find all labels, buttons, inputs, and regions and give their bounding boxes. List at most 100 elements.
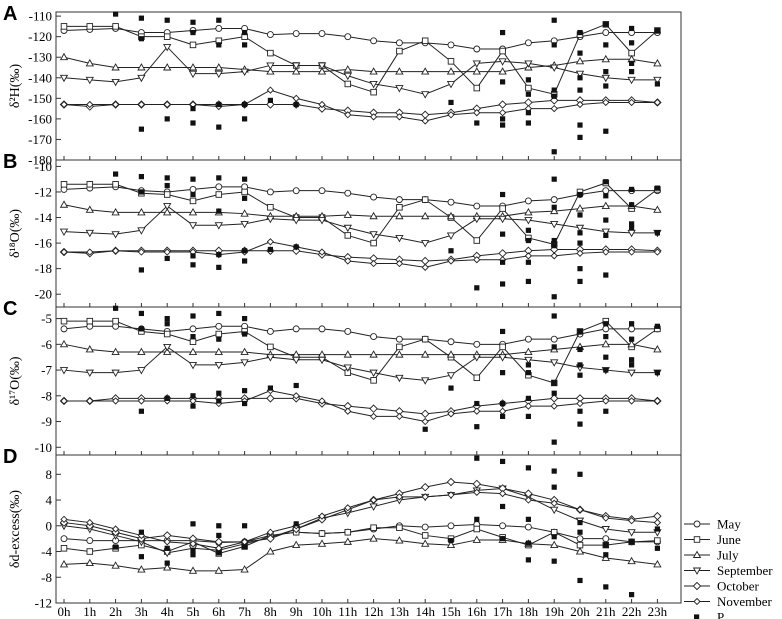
data-point	[601, 201, 610, 209]
p-point	[654, 81, 660, 87]
data-point	[472, 67, 481, 75]
data-point	[344, 407, 352, 415]
x-tick-label: 1h	[83, 604, 97, 619]
data-point	[266, 394, 275, 403]
data-point	[421, 37, 429, 45]
series-line	[64, 23, 658, 95]
p-point	[603, 584, 609, 590]
data-point	[111, 207, 120, 216]
p-point	[164, 321, 170, 327]
series-line	[63, 343, 658, 356]
p-point	[138, 36, 144, 42]
data-point	[524, 252, 533, 260]
p-point	[242, 523, 248, 529]
p-point	[603, 217, 609, 223]
data-point	[602, 98, 610, 107]
data-point	[627, 369, 636, 378]
y-tick-label: -110	[29, 9, 52, 24]
y-tick-label: -120	[28, 29, 52, 44]
data-point	[317, 217, 327, 225]
p-point	[448, 248, 454, 254]
data-point	[215, 330, 223, 338]
y-tick-label: 0	[46, 518, 53, 533]
p-point	[654, 27, 660, 34]
data-point	[214, 222, 223, 230]
series-line	[63, 56, 658, 73]
p-point	[474, 424, 480, 430]
data-point	[292, 67, 301, 75]
data-point	[653, 76, 662, 85]
data-point	[343, 364, 352, 372]
data-point	[395, 235, 404, 243]
data-point	[60, 317, 68, 325]
data-point	[472, 535, 481, 543]
data-point	[162, 531, 172, 540]
series-line	[63, 205, 658, 244]
data-point	[627, 248, 636, 256]
p-point	[551, 534, 557, 540]
series-line	[63, 99, 658, 116]
data-point	[525, 84, 532, 92]
legend-label: October	[717, 579, 760, 594]
p-point	[500, 503, 506, 510]
data-point	[267, 343, 274, 351]
data-point	[266, 534, 275, 543]
data-point	[112, 181, 119, 188]
data-point	[163, 43, 172, 52]
p-point	[603, 408, 609, 414]
p-point	[577, 519, 583, 526]
p-point	[242, 388, 248, 394]
p-point	[242, 42, 248, 48]
p-point	[242, 116, 248, 122]
data-point	[627, 529, 636, 537]
data-point	[317, 356, 327, 365]
data-point	[498, 67, 507, 75]
series-line	[63, 481, 658, 543]
data-point	[343, 537, 352, 545]
p-point	[138, 126, 144, 132]
data-point	[60, 545, 68, 552]
data-point	[524, 217, 533, 225]
data-point	[189, 338, 197, 345]
data-point	[60, 181, 68, 188]
data-point	[446, 80, 456, 89]
data-point	[266, 86, 275, 94]
data-point	[343, 65, 352, 73]
x-tick-label: 7h	[238, 604, 252, 619]
p-point	[190, 191, 196, 198]
data-point	[111, 369, 120, 378]
data-point	[421, 539, 430, 547]
data-point	[60, 325, 68, 333]
y-tick-label: -18	[35, 261, 52, 276]
data-point	[111, 247, 120, 255]
legend-label: July	[717, 548, 739, 563]
y-tick-label: -4	[41, 544, 52, 559]
data-point	[473, 45, 481, 53]
p-point	[500, 400, 506, 407]
data-point	[188, 566, 198, 574]
data-point	[86, 248, 94, 256]
p-point	[603, 354, 609, 360]
data-point	[189, 325, 197, 333]
series-line	[64, 320, 658, 384]
p-point	[293, 382, 299, 389]
series-may	[60, 521, 661, 546]
p-point	[242, 400, 248, 407]
series-p	[113, 11, 660, 155]
p-point	[603, 542, 609, 548]
series-line	[64, 397, 658, 415]
p-point	[164, 182, 170, 189]
data-point	[395, 536, 404, 544]
p-point	[603, 128, 609, 134]
p-point	[164, 545, 170, 551]
series-september	[59, 203, 662, 248]
data-point	[317, 67, 327, 75]
data-point	[318, 325, 326, 333]
data-point	[369, 113, 378, 121]
p-point	[551, 468, 557, 474]
legend-label: November	[717, 594, 773, 609]
data-point	[447, 58, 455, 65]
p-point	[654, 370, 660, 376]
